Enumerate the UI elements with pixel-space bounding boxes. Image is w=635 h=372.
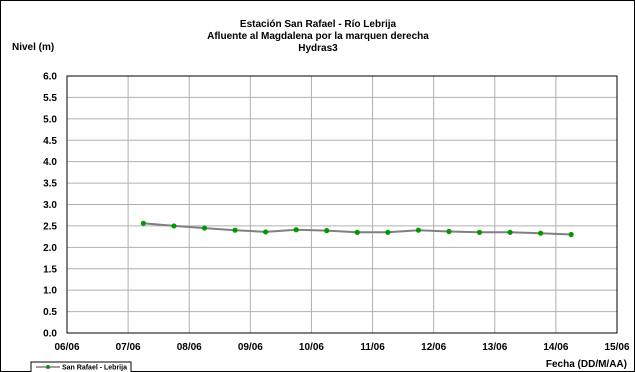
data-point <box>507 229 513 235</box>
data-point <box>538 230 544 236</box>
y-tick-label: 3.5 <box>43 179 57 190</box>
data-point <box>446 228 452 235</box>
y-tick-label: 2.5 <box>43 221 57 232</box>
y-tick-label: 1.0 <box>43 286 57 297</box>
legend-marker-swatch <box>46 365 50 369</box>
x-tick-label: 09/06 <box>238 342 263 353</box>
data-point <box>293 227 299 233</box>
x-tick-label: 13/06 <box>482 342 507 353</box>
data-point <box>324 228 330 234</box>
data-point <box>232 227 238 233</box>
series-group <box>140 220 574 238</box>
y-tick-label: 4.0 <box>43 157 57 168</box>
y-tick-label: 6.0 <box>43 72 57 83</box>
data-point <box>171 223 177 229</box>
data-point <box>354 229 360 235</box>
y-tick-label: 3.0 <box>43 200 57 211</box>
x-tick-label: 10/06 <box>299 342 324 353</box>
data-point <box>568 231 574 238</box>
y-axis-label: Nivel (m) <box>12 42 54 53</box>
x-tick-label: 06/06 <box>54 342 79 353</box>
chart-title-line-3: Hydras3 <box>298 43 338 54</box>
y-tick-label: 0.0 <box>43 329 57 340</box>
data-point <box>476 229 483 235</box>
data-point <box>415 227 421 233</box>
y-tick-label: 5.0 <box>43 114 57 125</box>
chart-title-line-2: Afluente al Magdalena por la marquen der… <box>207 31 429 42</box>
plot-area-border <box>66 75 618 334</box>
x-tick-label: 15/06 <box>604 342 629 353</box>
y-tick-label: 5.5 <box>43 93 57 104</box>
x-tick-label: 11/06 <box>360 342 385 353</box>
y-tick-label: 1.5 <box>43 264 57 275</box>
y-tick-label: 4.5 <box>43 136 57 147</box>
tick-labels: 0.0 0.5 1.0 1.5 2.0 2.5 3.0 3.5 4.0 4.5 5.0 5.5 6.0 0… <box>43 72 630 354</box>
x-tick-label: 14/06 <box>543 342 568 353</box>
chart-title-line-1: Estación San Rafael - Río Lebrija <box>240 19 397 30</box>
data-point <box>263 229 269 235</box>
y-tick-label: 2.0 <box>43 243 57 254</box>
legend-label: San Rafael - Lebrija <box>62 365 127 372</box>
x-tick-label: 07/06 <box>116 342 141 353</box>
legend: San Rafael - Lebrija <box>30 361 132 372</box>
x-tick-label: 08/06 <box>177 342 202 353</box>
legend-box <box>30 361 132 372</box>
data-point <box>140 220 146 226</box>
x-axis-label: Fecha (DD/M/AA) <box>546 359 627 370</box>
y-tick-label: 0.5 <box>43 307 57 318</box>
x-tick-label: 12/06 <box>421 342 446 353</box>
data-point <box>385 229 391 235</box>
data-point <box>201 225 208 231</box>
